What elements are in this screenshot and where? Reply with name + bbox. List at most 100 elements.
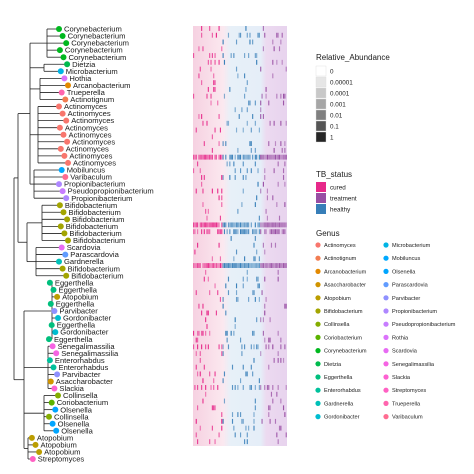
heatmap-cell (241, 351, 243, 357)
heatmap-cell (265, 93, 267, 99)
heatmap-cell (277, 269, 279, 275)
heatmap-cell (229, 175, 231, 180)
tree-tip-point (53, 427, 60, 434)
tree-tip-label: Scardovia (67, 243, 102, 252)
heatmap-cell (223, 93, 226, 99)
heatmap-cell (277, 351, 279, 357)
heatmap-cell (264, 310, 266, 316)
tree-tip-label: Parvibacter (59, 307, 98, 316)
heatmap-cell (234, 175, 236, 180)
tree-tip-point (59, 33, 66, 40)
heatmap-cell (235, 222, 238, 228)
tree-tip-label: Actinomyces (66, 144, 109, 153)
tb-status-legend: TB_status cured treatment healthy (316, 170, 357, 214)
tree-tip-point (57, 68, 64, 75)
heatmap-cell (246, 229, 248, 235)
heatmap-cell (233, 53, 235, 58)
genus-label: Actinotignum (324, 256, 357, 262)
tree-tip-point (29, 456, 36, 462)
tb-status-label: treatment (330, 196, 357, 203)
heatmap-cell (278, 229, 281, 235)
tree-tip-label: Arcanobacterium (73, 81, 130, 90)
heatmap-cell (207, 154, 209, 160)
heatmap-cell (223, 229, 226, 235)
heatmap-cell (234, 168, 236, 174)
heatmap-cell (242, 222, 244, 228)
heatmap-cell (246, 168, 248, 174)
genus-key (315, 295, 321, 301)
heatmap-cell (280, 263, 282, 268)
heatmap-cell (244, 222, 246, 228)
heatmap-cell (235, 66, 238, 72)
genus-label: Bifidobacterium (324, 309, 363, 315)
heatmap-cell (240, 168, 242, 174)
heatmap-cell (234, 107, 236, 113)
tree-tip-point (58, 166, 65, 173)
heatmap-cell (276, 432, 278, 438)
heatmap-cell (203, 222, 205, 228)
heatmap-cell (231, 154, 234, 160)
heatmap-cell (221, 202, 223, 208)
heatmap-cell (253, 229, 255, 235)
heatmap-cell (213, 263, 215, 268)
heatmap-cell (258, 263, 260, 268)
heatmap-cell (202, 330, 204, 336)
heatmap-cell (282, 168, 285, 174)
heatmap-cell (193, 344, 195, 350)
heatmap-cell (280, 344, 282, 350)
heatmap-cell (214, 53, 216, 58)
heatmap-cell (205, 344, 207, 350)
heatmap-cell (253, 242, 255, 248)
heatmap-cell (246, 439, 248, 445)
abundance-key (315, 120, 327, 132)
heatmap-cell (254, 154, 256, 160)
heatmap-cell (245, 175, 247, 180)
heatmap-cell (256, 249, 258, 255)
heatmap-cell (281, 222, 283, 228)
heatmap-cell (244, 439, 246, 445)
heatmap-cell (219, 263, 221, 268)
heatmap-cell (215, 154, 217, 160)
heatmap-cell (264, 303, 266, 309)
heatmap-cell (260, 154, 262, 160)
heatmap-cell (233, 161, 235, 167)
heatmap-cell (285, 222, 287, 228)
heatmap-cell (237, 385, 239, 390)
heatmap-cell (234, 385, 236, 390)
heatmap-cell (211, 188, 213, 194)
heatmap-cell (256, 59, 258, 65)
tree-tip-label: Parascardovia (70, 250, 119, 259)
heatmap-cell (230, 222, 232, 228)
heatmap-cell (240, 378, 242, 384)
genus-key (383, 321, 389, 327)
heatmap-cell (231, 222, 234, 228)
heatmap-cell (209, 371, 211, 377)
heatmap-cell (257, 222, 259, 228)
tree-tip-label: Slackia (59, 384, 84, 393)
heatmap-cell (238, 32, 240, 38)
tree-tip-label: Corynebacterium (65, 46, 123, 55)
heatmap-cell (206, 93, 208, 99)
heatmap-cell (269, 263, 271, 268)
heatmap-cell (258, 296, 260, 302)
heatmap-cell (211, 405, 213, 411)
tree-tip-point (56, 47, 63, 54)
heatmap-cell (201, 181, 203, 187)
heatmap-cell (256, 317, 258, 323)
heatmap-cell (276, 229, 278, 235)
genus-key (383, 242, 389, 248)
heatmap-cell (245, 425, 247, 431)
genus-key (315, 255, 321, 261)
tree-tip-point (32, 441, 39, 448)
heatmap-cell (193, 229, 195, 235)
heatmap-cell (222, 154, 224, 160)
heatmap-cell (245, 222, 247, 228)
heatmap-cell (266, 154, 268, 160)
heatmap-cell (195, 154, 197, 160)
heatmap-cell (277, 276, 279, 282)
heatmap-cell (268, 337, 270, 343)
heatmap-cell (203, 276, 205, 282)
heatmap-cell (254, 147, 256, 153)
heatmap-cell (254, 263, 256, 268)
heatmap-cell (270, 222, 273, 228)
